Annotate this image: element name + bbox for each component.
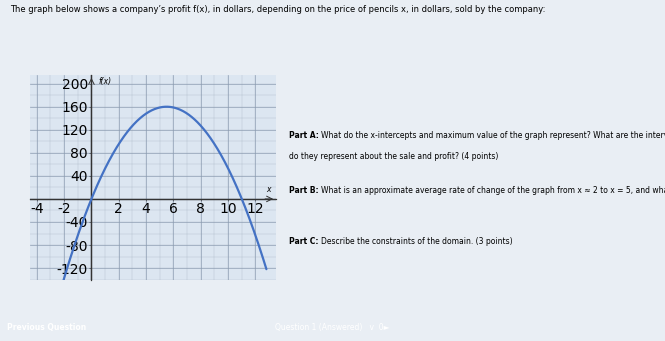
Text: What do the x-intercepts and maximum value of the graph represent? What are the : What do the x-intercepts and maximum val… <box>321 131 665 140</box>
Text: The graph below shows a company’s profit f(x), in dollars, depending on the pric: The graph below shows a company’s profit… <box>10 5 545 14</box>
Text: Previous Question: Previous Question <box>7 323 86 331</box>
Text: f(x): f(x) <box>98 77 112 86</box>
Text: Part A:: Part A: <box>289 131 319 140</box>
Text: do they represent about the sale and profit? (4 points): do they represent about the sale and pro… <box>289 152 499 161</box>
Text: Part B:: Part B: <box>289 186 319 195</box>
Text: Part C:: Part C: <box>289 237 319 246</box>
Text: Describe the constraints of the domain. (3 points): Describe the constraints of the domain. … <box>321 237 513 246</box>
Text: x: x <box>266 185 271 194</box>
Text: What is an approximate average rate of change of the graph from x ≈ 2 to x = 5, : What is an approximate average rate of c… <box>321 186 665 195</box>
Text: Question 1 (Answered)   v  0►: Question 1 (Answered) v 0► <box>275 323 390 331</box>
